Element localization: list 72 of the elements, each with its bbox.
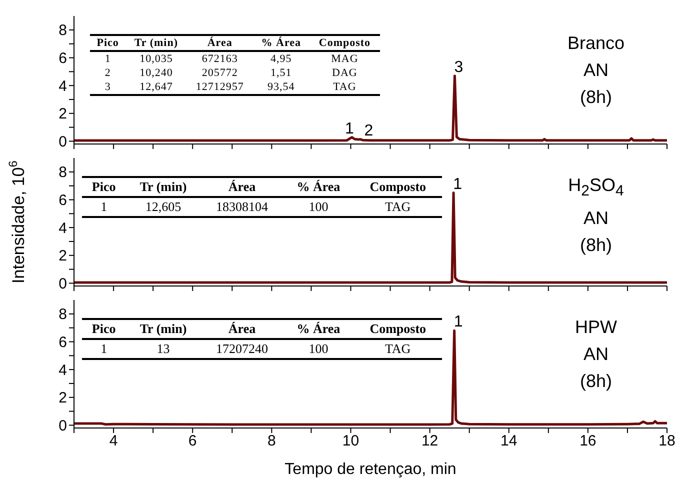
annotation: 12712957: [194, 80, 245, 94]
y-tick-label: 4: [58, 78, 67, 95]
annotation: Composto: [318, 36, 372, 51]
annotation: Pico: [90, 178, 117, 196]
annotation: 1,51: [270, 66, 293, 80]
annotation: % Área: [260, 36, 302, 51]
annotation: TAG: [384, 340, 412, 358]
annotation: 672163: [200, 52, 239, 66]
annotation: 100: [308, 340, 330, 358]
annotation: 12,605: [144, 198, 182, 216]
annotation: 12,647: [138, 80, 174, 94]
annotation: 2: [104, 66, 112, 80]
annotation: 17207240: [215, 340, 269, 358]
x-tick-label: 18: [658, 432, 676, 450]
x-tick-label: 10: [342, 432, 360, 450]
annotation: Área: [227, 178, 257, 196]
y-tick-label: 2: [58, 390, 67, 407]
annotation: Tr (min): [138, 320, 188, 338]
y-tick-label: 2: [58, 248, 67, 265]
y-tick-label: 0: [58, 276, 67, 293]
annotation: TAG: [332, 80, 358, 94]
annotation: Composto: [368, 178, 428, 196]
annotation: % Área: [296, 178, 342, 196]
annotation: 205772: [200, 66, 239, 80]
annotation: 1: [345, 120, 354, 138]
annotation: Pico: [90, 320, 117, 338]
y-tick-label: 6: [58, 334, 67, 352]
text: HPW AN (8h): [574, 316, 618, 393]
annotation: MAG: [330, 52, 360, 66]
text: Branco AN (8h): [566, 32, 626, 109]
y-tick-label: 6: [58, 50, 67, 68]
annotation: 2: [364, 122, 374, 140]
annotation: % Área: [296, 320, 342, 338]
x-tick-label: 12: [421, 432, 438, 450]
annotation: 1: [100, 198, 108, 216]
annotation: 4,95: [270, 52, 293, 66]
y-tick-label: 8: [58, 164, 67, 182]
annotation: 18308104: [215, 198, 269, 216]
x-axis-title: Tempo de retençao, min: [284, 461, 456, 478]
annotation: Tr (min): [138, 178, 188, 196]
annotation: 10,035: [138, 52, 174, 66]
x-tick-label: 16: [580, 432, 596, 450]
annotation: Composto: [368, 320, 428, 338]
y-tick-label: 0: [58, 418, 67, 435]
text: H$_{2}$SO$_{4}$ AN (8h): [567, 174, 625, 257]
y-tick-label: 4: [58, 220, 67, 237]
x-tick-label: 8: [267, 432, 276, 450]
y-tick-label: 6: [58, 192, 67, 210]
x-tick-label: 14: [500, 432, 518, 450]
annotation: 1: [454, 314, 463, 331]
annotation: 3: [104, 80, 112, 94]
y-tick-label: 0: [58, 134, 67, 151]
annotation: 93,54: [266, 80, 296, 94]
x-tick-label: 6: [188, 432, 197, 450]
annotation: 1: [104, 52, 112, 66]
annotation: Pico: [96, 36, 120, 51]
annotation: Tr (min): [133, 36, 179, 51]
x-tick-label: 4: [109, 432, 118, 450]
annotation: 1: [100, 340, 108, 358]
annotation: Área: [227, 320, 257, 338]
annotation: 3: [454, 58, 464, 76]
annotation: 100: [308, 198, 330, 216]
y-tick-label: 4: [58, 362, 67, 379]
annotation: DAG: [331, 66, 358, 80]
y-tick-label: 8: [58, 22, 67, 40]
y-tick-label: 2: [58, 106, 67, 123]
annotation: TAG: [384, 198, 412, 216]
annotation: 13: [156, 340, 171, 358]
annotation: Área: [206, 36, 234, 51]
y-tick-label: 8: [58, 306, 67, 324]
annotation: 1: [453, 176, 462, 193]
annotation: 10,240: [138, 66, 174, 80]
